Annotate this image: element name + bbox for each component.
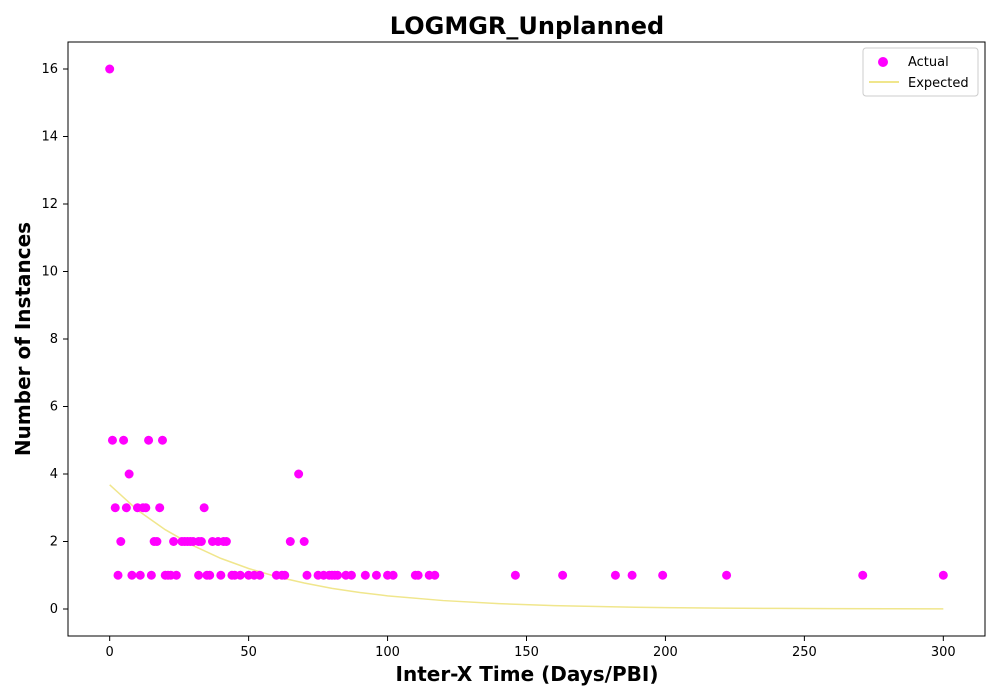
actual-point <box>938 570 948 580</box>
actual-point <box>299 537 309 546</box>
actual-point <box>199 503 209 513</box>
y-tick-label: 14 <box>41 130 58 145</box>
x-tick-label: 250 <box>792 645 817 660</box>
actual-point <box>105 64 115 74</box>
legend: Actual Expected <box>862 47 979 97</box>
y-tick-label: 8 <box>50 332 58 347</box>
x-tick-label: 50 <box>240 645 257 660</box>
x-tick-label: 100 <box>375 645 400 660</box>
actual-point <box>388 570 398 580</box>
actual-point <box>124 469 134 479</box>
x-tick-label: 150 <box>514 645 539 660</box>
y-tick-label: 0 <box>50 602 58 617</box>
actual-point <box>294 469 304 479</box>
x-axis-ticks: 0 50 100 150 200 250 300 <box>106 636 956 660</box>
actual-point <box>627 570 637 580</box>
actual-point <box>360 570 370 580</box>
y-tick-label: 2 <box>50 535 58 550</box>
actual-point <box>121 503 131 513</box>
actual-point <box>144 435 154 445</box>
actual-point <box>302 570 312 580</box>
actual-point <box>610 570 620 580</box>
actual-point <box>558 570 568 580</box>
actual-point <box>216 570 226 580</box>
actual-point <box>127 570 137 580</box>
actual-point <box>107 435 117 445</box>
series-layer <box>105 64 948 610</box>
actual-point <box>113 570 123 580</box>
actual-point <box>255 570 265 580</box>
legend-marker-actual <box>878 57 888 67</box>
actual-point <box>510 570 520 580</box>
actual-point <box>155 503 165 513</box>
y-tick-label: 10 <box>41 265 58 280</box>
actual-point <box>221 537 231 546</box>
actual-point <box>119 435 129 445</box>
actual-point <box>858 570 868 580</box>
y-tick-label: 16 <box>41 62 58 77</box>
actual-point <box>346 570 356 580</box>
actual-point <box>430 570 440 580</box>
y-axis-title: Number of Instances <box>11 222 35 456</box>
actual-point <box>141 503 151 513</box>
actual-point <box>110 503 120 513</box>
actual-point <box>722 570 732 580</box>
legend-box <box>862 47 979 97</box>
actual-point <box>333 570 343 580</box>
actual-point <box>371 570 381 580</box>
plot-area <box>67 41 986 637</box>
actual-point <box>280 570 290 580</box>
actual-point <box>285 537 295 546</box>
actual-point <box>658 570 668 580</box>
y-axis-ticks: 0 2 4 6 8 10 12 14 16 <box>41 62 68 617</box>
actual-point <box>116 537 126 546</box>
legend-label-actual: Actual <box>908 55 949 70</box>
actual-point <box>194 570 204 580</box>
x-tick-label: 0 <box>106 645 114 660</box>
y-tick-label: 12 <box>41 197 58 212</box>
actual-point <box>205 570 215 580</box>
x-tick-label: 200 <box>653 645 678 660</box>
actual-point <box>235 570 245 580</box>
actual-point <box>196 537 206 546</box>
actual-point <box>171 570 181 580</box>
actual-point <box>413 570 423 580</box>
y-tick-label: 4 <box>50 467 58 482</box>
actual-point <box>152 537 162 546</box>
x-tick-label: 300 <box>931 645 956 660</box>
y-tick-label: 6 <box>50 400 58 415</box>
expected-line <box>109 484 944 610</box>
actual-point <box>157 435 167 445</box>
actual-point <box>169 537 179 546</box>
legend-label-expected: Expected <box>908 76 969 91</box>
actual-point <box>146 570 156 580</box>
actual-point <box>135 570 145 580</box>
chart-title: LOGMGR_Unplanned <box>390 12 664 40</box>
plot-frame <box>67 41 986 637</box>
x-axis-title: Inter-X Time (Days/PBI) <box>396 662 659 686</box>
